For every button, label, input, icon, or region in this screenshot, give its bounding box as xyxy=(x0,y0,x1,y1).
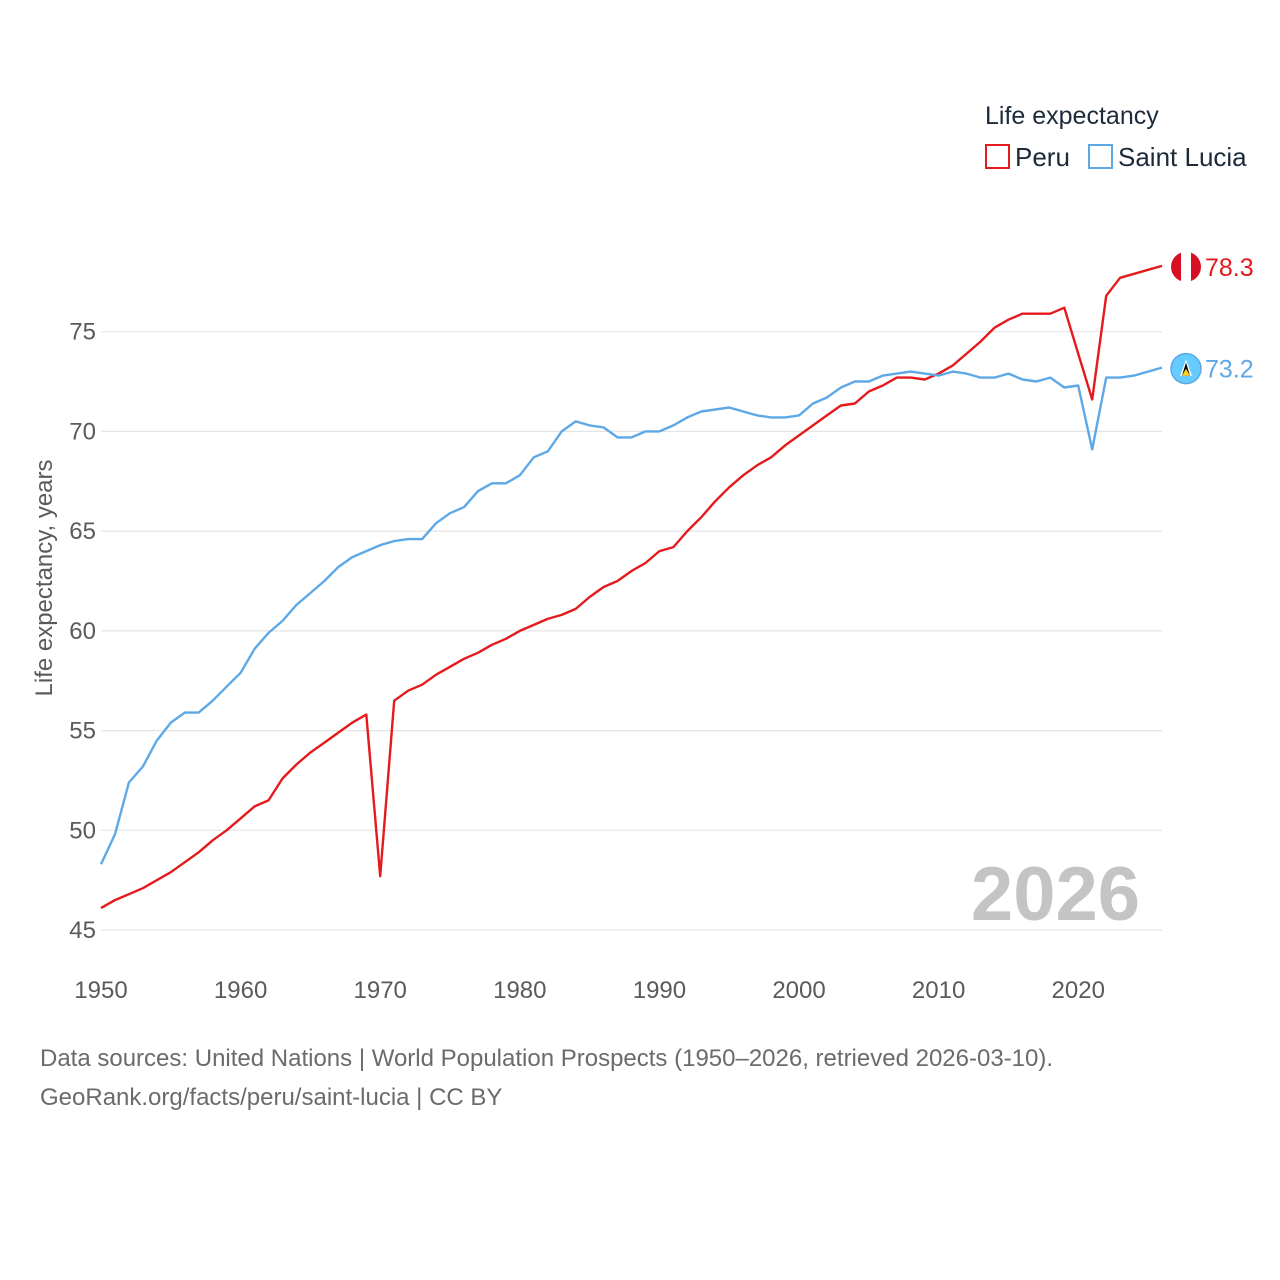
attribution-line[interactable]: GeoRank.org/facts/peru/saint-lucia | CC … xyxy=(40,1084,503,1111)
y-tick-label: 45 xyxy=(69,917,96,944)
y-tick-label: 50 xyxy=(69,817,96,844)
legend-label-peru: Peru xyxy=(1015,142,1070,172)
gridlines xyxy=(101,331,1162,931)
end-value-label-peru: 78.3 xyxy=(1205,254,1254,282)
series-line-peru[interactable] xyxy=(100,264,1163,910)
legend-item-saint-lucia[interactable]: Saint Lucia xyxy=(1088,142,1247,172)
current-year-watermark: 2026 xyxy=(971,852,1140,937)
y-tick-label: 55 xyxy=(69,718,96,745)
x-tick-label: 1960 xyxy=(214,977,267,1004)
x-tick-label: 2020 xyxy=(1052,977,1105,1004)
x-tick-label: 2010 xyxy=(912,977,965,1004)
peru-flag-icon xyxy=(1171,251,1201,282)
x-tick-label: 2000 xyxy=(772,977,825,1004)
series-line-saint-lucia[interactable] xyxy=(99,366,1163,865)
series-end-markers: 78.3 73.2 xyxy=(1170,251,1254,385)
legend-label-saint-lucia: Saint Lucia xyxy=(1118,142,1247,172)
y-tick-label: 60 xyxy=(69,618,96,645)
x-tick-label: 1990 xyxy=(633,977,686,1004)
x-tick-label: 1950 xyxy=(74,977,127,1004)
x-tick-label: 1970 xyxy=(354,977,407,1004)
y-tick-label: 70 xyxy=(69,418,96,445)
source-line: Data sources: United Nations | World Pop… xyxy=(40,1045,1054,1072)
end-marker-peru: 78.3 xyxy=(1171,251,1254,282)
y-axis-label: Life expectancy, years xyxy=(31,459,58,696)
legend-swatch-peru xyxy=(985,144,1010,169)
end-value-label-saint-lucia: 73.2 xyxy=(1205,356,1254,384)
legend-title: Life expectancy xyxy=(985,102,1159,130)
x-axis-ticks: 1950 1960 1970 1980 1990 2000 2010 2020 xyxy=(74,977,1105,1004)
y-tick-label: 65 xyxy=(69,518,96,545)
y-axis-ticks: 45 50 55 60 65 70 75 xyxy=(69,319,96,944)
end-marker-saint-lucia: 73.2 xyxy=(1170,352,1254,385)
y-tick-label: 75 xyxy=(69,319,96,346)
x-tick-label: 1980 xyxy=(493,977,546,1004)
legend-swatch-saint-lucia xyxy=(1088,144,1113,169)
legend-item-peru[interactable]: Peru xyxy=(985,142,1070,172)
series-lines xyxy=(99,264,1163,910)
saint-lucia-flag-icon xyxy=(1170,352,1202,385)
